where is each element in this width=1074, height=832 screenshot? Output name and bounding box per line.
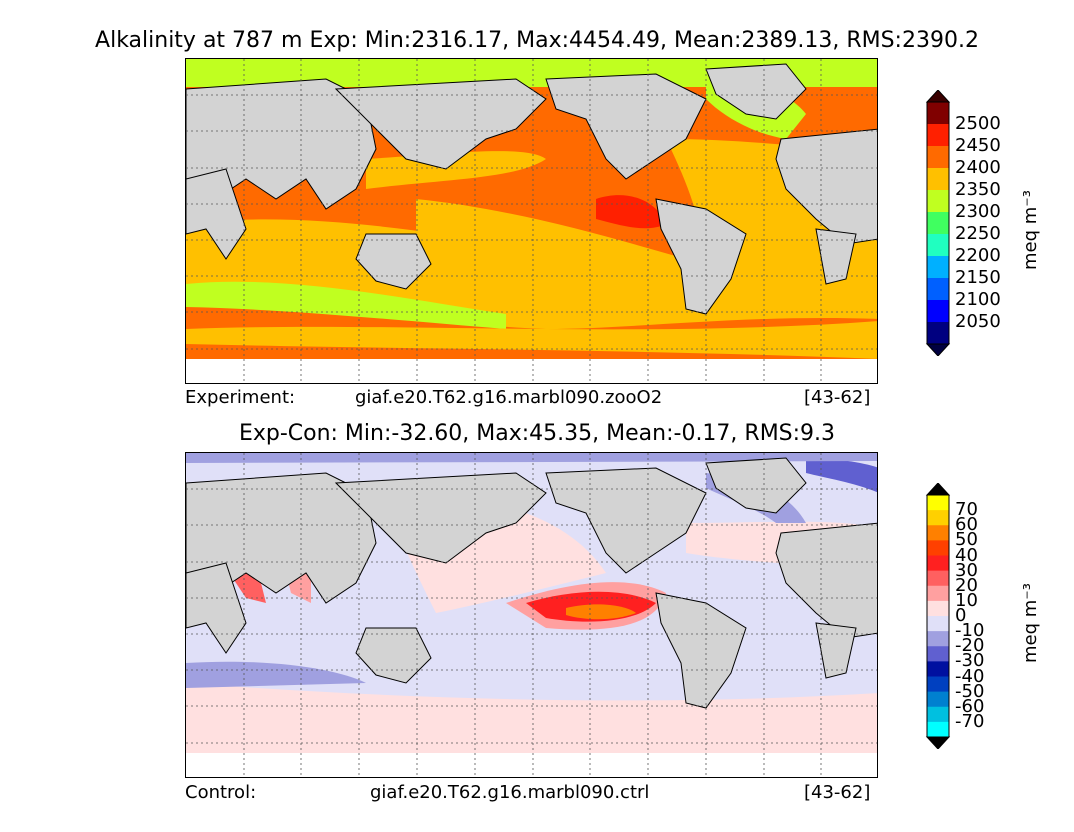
colorbar-segment <box>927 146 949 169</box>
colorbar-tick-label: 60 <box>955 514 978 536</box>
control-case-name: giaf.e20.T62.g16.marbl090.ctrl <box>370 782 650 803</box>
colorbar-tick-label: 0 <box>955 605 967 626</box>
experiment-years: [43-62] <box>804 387 871 408</box>
colorbar-segment <box>927 706 949 723</box>
colorbar-tick-label: 20 <box>955 574 978 596</box>
colorbar-tick-label: -10 <box>955 620 985 642</box>
colorbar-tick-label: -50 <box>955 680 985 702</box>
colorbar-segment <box>927 495 949 511</box>
colorbar-segment <box>927 278 949 301</box>
colorbar-segment <box>927 555 949 572</box>
experiment-footer-label: Experiment: <box>185 387 296 408</box>
colorbar-tick-label: 30 <box>955 559 978 581</box>
colorbar-tick-label: 2100 <box>955 289 1001 310</box>
colorbar-segment <box>927 234 949 257</box>
colorbar-segment <box>927 646 949 662</box>
experiment-colorbar-scale <box>925 89 951 357</box>
colorbar-segment <box>927 256 949 279</box>
colorbar-tick-label: 40 <box>955 544 978 566</box>
colorbar-segment <box>927 190 949 213</box>
colorbar-tick-label: -70 <box>955 710 985 732</box>
colorbar-segment <box>927 691 949 708</box>
colorbar-segment <box>927 540 949 556</box>
experiment-alkalinity-map <box>185 58 878 384</box>
experiment-colorbar-unit: meq m⁻³ <box>1020 189 1041 270</box>
colorbar-tick-label: 2300 <box>955 201 1001 222</box>
colorbar-segment <box>927 631 949 647</box>
colorbar-tick-label: 2350 <box>955 179 1001 200</box>
colorbar-tick-label: -30 <box>955 650 985 672</box>
colorbar-tick-label: 2500 <box>955 113 1001 134</box>
colorbar-segment <box>927 616 949 632</box>
colorbar-tick-label: 2050 <box>955 311 1001 332</box>
experiment-case-name: giaf.e20.T62.g16.marbl090.zooO2 <box>355 387 663 408</box>
difference-alkalinity-map <box>185 452 878 778</box>
colorbar-segment <box>927 570 949 587</box>
difference-colorbar-scale <box>925 482 951 750</box>
colorbar-segment <box>927 585 949 602</box>
colorbar-segment <box>927 676 949 693</box>
colorbar-segment <box>927 525 949 541</box>
colorbar-tick-label: 2450 <box>955 135 1001 156</box>
colorbar-segment <box>927 102 949 125</box>
top-panel-title: Alkalinity at 787 m Exp: Min:2316.17, Ma… <box>95 28 979 53</box>
colorbar-tick-label: 2150 <box>955 267 1001 288</box>
colorbar-tick-label: 2400 <box>955 157 1001 178</box>
colorbar-tick-label: -60 <box>955 695 985 717</box>
colorbar-segment <box>927 322 949 345</box>
colorbar-segment <box>927 661 949 677</box>
difference-colorbar: 70 60 50 40 30 20 10 0 -10 -20 -30 -40 -50 -60 -70 meq… <box>925 482 1041 753</box>
colorbar-tick-label: 2200 <box>955 245 1001 266</box>
colorbar-tick-label: -20 <box>955 635 985 657</box>
difference-colorbar-unit: meq m⁻³ <box>1020 582 1041 663</box>
colorbar-tick-label: 50 <box>955 529 978 551</box>
colorbar-segment <box>927 212 949 235</box>
colorbar-segment <box>927 124 949 147</box>
colorbar-segment <box>927 168 949 191</box>
colorbar-tick-label: 70 <box>955 499 978 521</box>
colorbar-segment <box>927 510 949 526</box>
colorbar-tick-label: 10 <box>955 589 978 611</box>
colorbar-segment <box>927 600 949 617</box>
control-years: [43-62] <box>804 782 871 803</box>
colorbar-segment <box>927 300 949 323</box>
experiment-colorbar: 2500 2450 2400 2350 2300 2250 2200 2150 2100 2050… <box>925 89 1041 360</box>
colorbar-segment <box>927 721 949 738</box>
bottom-panel-title: Exp-Con: Min:-32.60, Max:45.35, Mean:-0.… <box>238 421 836 446</box>
colorbar-tick-label: 2250 <box>955 223 1001 244</box>
control-footer-label: Control: <box>185 782 257 803</box>
colorbar-tick-label: -40 <box>955 665 985 687</box>
